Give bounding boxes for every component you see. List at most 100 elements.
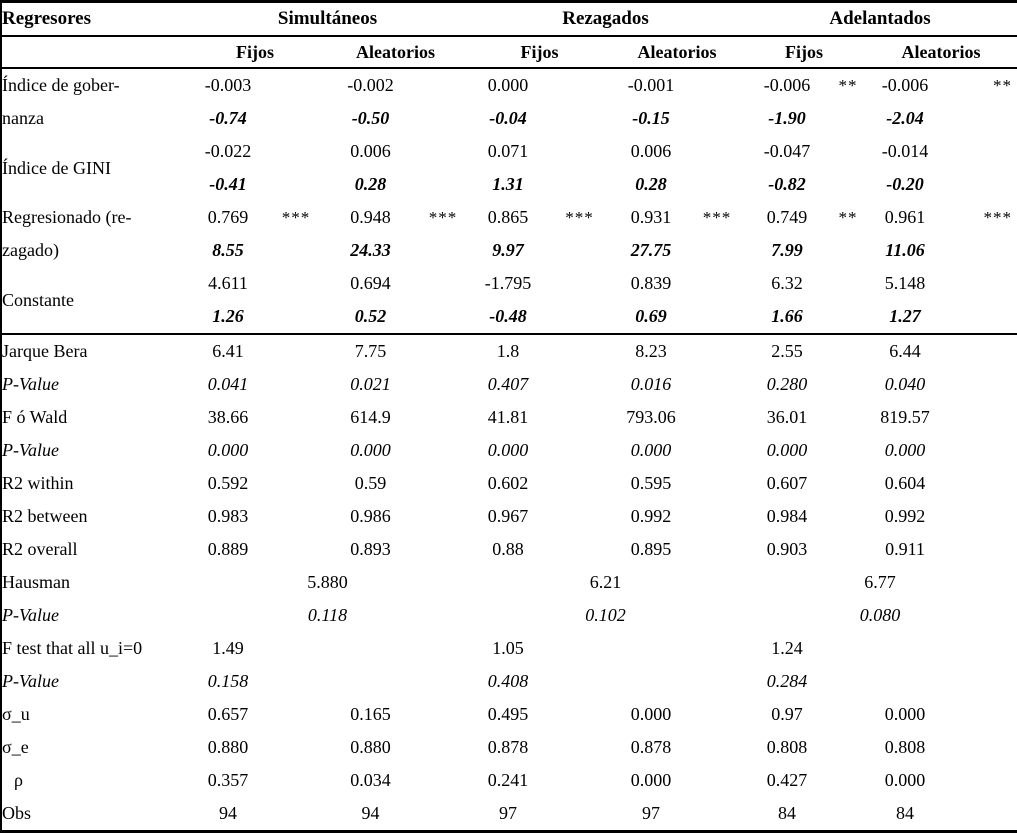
- row-label: σ_e: [2, 737, 29, 757]
- table-row: Jarque Bera 6.41 7.75 1.8 8.23 2.55 6.44: [1, 333, 1017, 368]
- significance-stars: ***: [428, 208, 458, 227]
- value-cell: -0.014: [881, 141, 929, 161]
- value-cell: 0.016: [630, 374, 672, 394]
- value-cell: [611, 632, 691, 665]
- value-cell: 6.41: [187, 333, 269, 368]
- value-cell: 0.407: [487, 374, 529, 394]
- row-label: Obs: [2, 803, 32, 823]
- tstat-cell: 24.33: [350, 240, 391, 260]
- value-cell-span: 5.880: [307, 572, 348, 592]
- value-cell: 94: [219, 803, 237, 823]
- value-cell: 0.041: [207, 374, 249, 394]
- table-row: Índice de gober- nanza -0.003 -0.002 0.0…: [1, 68, 1017, 128]
- value-cell: 0.000: [630, 704, 672, 724]
- tstat-cell: 11.06: [885, 240, 925, 260]
- subheader-fijos-sim: Fijos: [187, 36, 323, 69]
- group-header-adelantados: Adelantados: [743, 1, 1017, 37]
- value-cell: 94: [361, 803, 380, 823]
- value-cell: -0.022: [204, 141, 252, 161]
- tstat-cell: -0.50: [351, 108, 390, 128]
- value-cell: 0.495: [487, 704, 529, 724]
- value-cell: 0.893: [350, 539, 391, 559]
- value-cell: 0.607: [766, 473, 808, 493]
- value-cell: -0.003: [204, 75, 252, 95]
- table-row: Hausman 5.880 6.21 6.77: [1, 566, 1017, 599]
- value-cell: 7.75: [323, 333, 418, 368]
- value-cell: 0.021: [350, 374, 391, 394]
- significance-stars: ***: [983, 208, 1013, 227]
- value-cell: 0.931: [630, 207, 672, 227]
- value-cell: 0.000: [884, 704, 926, 724]
- value-cell: 84: [896, 803, 914, 823]
- significance-stars: **: [838, 76, 858, 95]
- value-cell: 0.808: [884, 737, 926, 757]
- significance-stars: ***: [281, 208, 311, 227]
- tstat-cell: 8.55: [212, 240, 244, 260]
- tstat-cell: -2.04: [886, 108, 924, 128]
- significance-stars: **: [993, 76, 1013, 95]
- tstat-cell: 1.26: [212, 306, 244, 326]
- value-cell: 614.9: [350, 407, 391, 427]
- value-cell: 97: [642, 803, 660, 823]
- value-cell: 0.769: [207, 207, 249, 227]
- value-cell: 38.66: [207, 407, 249, 427]
- significance-stars: [269, 68, 323, 102]
- value-cell: 5.148: [884, 273, 926, 293]
- header-row-models: Fijos Aleatorios Fijos Aleatorios Fijos …: [1, 36, 1017, 69]
- tstat-cell: 9.97: [492, 240, 524, 260]
- tstat-cell: 0.28: [354, 174, 387, 194]
- value-cell: 0.903: [766, 539, 808, 559]
- header-row-groups: Regresores Simultáneos Rezagados Adelant…: [1, 1, 1017, 37]
- group-header-simultaneos: Simultáneos: [187, 1, 468, 37]
- table-row: 8.55 24.33 9.97 27.75 7.99 11.06: [1, 234, 1017, 267]
- table-row: -0.41 0.28 1.31 0.28 -0.82 -0.20: [1, 168, 1017, 201]
- table-row: R2 between 0.983 0.986 0.967 0.992 0.984…: [1, 500, 1017, 533]
- value-cell: 0.000: [884, 440, 926, 460]
- table-row: R2 within 0.592 0.59 0.602 0.595 0.607 0…: [1, 467, 1017, 500]
- value-cell: [865, 665, 945, 698]
- table-row: Regresionado (re- zagado) 0.769 *** 0.948…: [1, 201, 1017, 260]
- row-label-pvalue: P-Value: [2, 671, 59, 691]
- table-row: R2 overall 0.889 0.893 0.88 0.895 0.903 …: [1, 533, 1017, 566]
- value-cell: 0.000: [630, 770, 672, 790]
- value-cell: 0.000: [207, 440, 249, 460]
- row-label-pvalue: P-Value: [2, 440, 59, 460]
- table-row: P-Value 0.118 0.102 0.080: [1, 599, 1017, 632]
- value-cell: 1.49: [212, 638, 244, 658]
- value-cell: 6.44: [865, 333, 945, 368]
- regressors-header: Regresores: [1, 1, 187, 37]
- table-row: 1.26 0.52 -0.48 0.69 1.66 1.27: [1, 300, 1017, 334]
- value-cell: 8.23: [611, 333, 691, 368]
- tstat-cell: -0.41: [209, 174, 247, 194]
- table-row: P-Value 0.041 0.021 0.407 0.016 0.280 0.…: [1, 368, 1017, 401]
- value-cell: 41.81: [487, 407, 529, 427]
- row-label: F test that all u_i=0: [2, 638, 143, 658]
- tstat-cell: 0.28: [635, 174, 667, 194]
- value-cell: 0.889: [207, 539, 249, 559]
- tstat-cell: -0.82: [768, 174, 806, 194]
- row-label: F ó Wald: [2, 407, 68, 427]
- tstat-cell: -0.15: [632, 108, 670, 128]
- subheader-aleatorios-rez: Aleatorios: [611, 36, 743, 69]
- value-cell: 0.071: [487, 141, 529, 161]
- tstat-cell: -1.90: [768, 108, 806, 128]
- value-cell: 84: [778, 803, 796, 823]
- value-cell: 1.8: [468, 333, 548, 368]
- value-cell: 6.32: [771, 273, 803, 293]
- value-cell: 0.408: [487, 671, 529, 691]
- significance-stars: ***: [702, 208, 732, 227]
- tstat-cell: -0.48: [489, 306, 527, 326]
- table-row: σ_e 0.880 0.880 0.878 0.878 0.808 0.808: [1, 731, 1017, 764]
- value-cell: 1.05: [492, 638, 524, 658]
- value-cell: 0.595: [630, 473, 672, 493]
- significance-stars: **: [838, 208, 858, 227]
- value-cell: [323, 665, 418, 698]
- value-cell-span: 6.21: [589, 572, 622, 592]
- value-cell: 0.878: [487, 737, 529, 757]
- table-row: -0.74 -0.50 -0.04 -0.15 -1.90 -2.04: [1, 102, 1017, 135]
- value-cell: 0.602: [487, 473, 529, 493]
- value-cell: 36.01: [766, 407, 808, 427]
- value-cell: [865, 632, 945, 665]
- significance-stars: [691, 68, 743, 102]
